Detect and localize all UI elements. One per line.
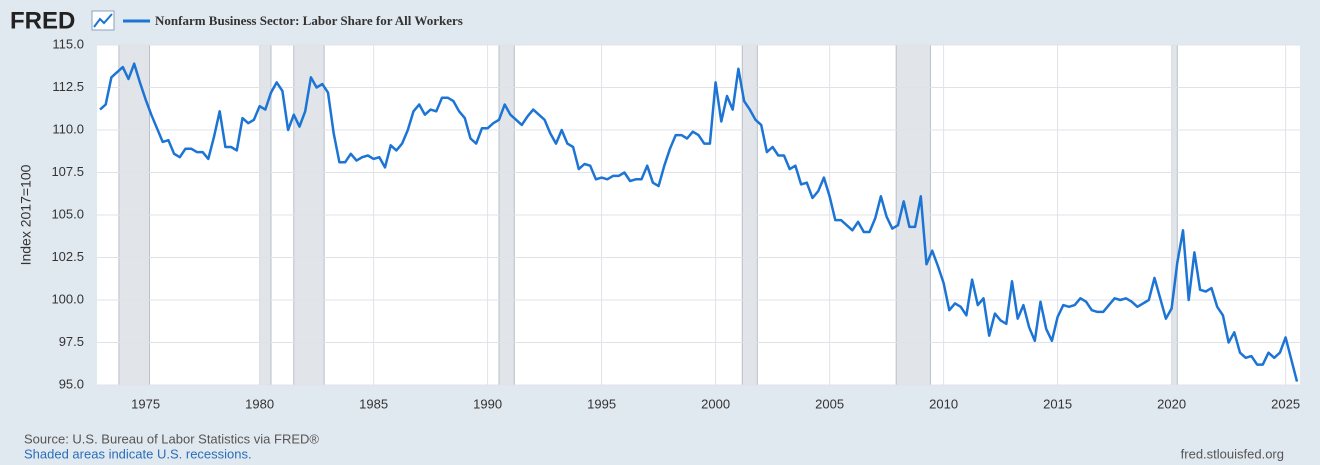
data-line <box>99 62 1299 382</box>
x-tick-label: 2020 <box>1157 396 1186 411</box>
x-tick-label: 1985 <box>359 396 388 411</box>
site-link: fred.stlouisfed.org <box>1181 446 1284 461</box>
x-tick-label: 1995 <box>587 396 616 411</box>
recession-note: Shaded areas indicate U.S. recessions. <box>24 446 252 461</box>
y-tick-label: 100.0 <box>51 291 84 306</box>
x-tick-label: 2005 <box>815 396 844 411</box>
plot <box>97 44 1300 386</box>
x-tick-label: 2000 <box>701 396 730 411</box>
y-tick-label: 97.5 <box>59 334 84 349</box>
y-tick-label: 110.0 <box>52 121 84 136</box>
x-tick-label: 1980 <box>245 396 274 411</box>
x-tick-label: 2010 <box>929 396 958 411</box>
y-tick-label: 105.0 <box>51 206 84 221</box>
y-tick-label: 107.5 <box>51 164 84 179</box>
x-tick-label: 2015 <box>1043 396 1072 411</box>
y-tick-label: 102.5 <box>51 249 84 264</box>
x-tick-label: 2025 <box>1271 396 1300 411</box>
legend-label: Nonfarm Business Sector: Labor Share for… <box>155 13 463 28</box>
x-tick-label: 1990 <box>473 396 502 411</box>
y-tick-label: 112.5 <box>52 79 84 94</box>
source-note: Source: U.S. Bureau of Labor Statistics … <box>24 431 319 446</box>
logo-icon <box>91 10 115 31</box>
y-axis-label: Index 2017=100 <box>18 164 34 265</box>
brand-logo: FRED <box>10 7 75 34</box>
y-tick-label: 115.0 <box>52 36 84 51</box>
y-tick-label: 95.0 <box>59 376 84 391</box>
x-tick-label: 1975 <box>131 396 160 411</box>
